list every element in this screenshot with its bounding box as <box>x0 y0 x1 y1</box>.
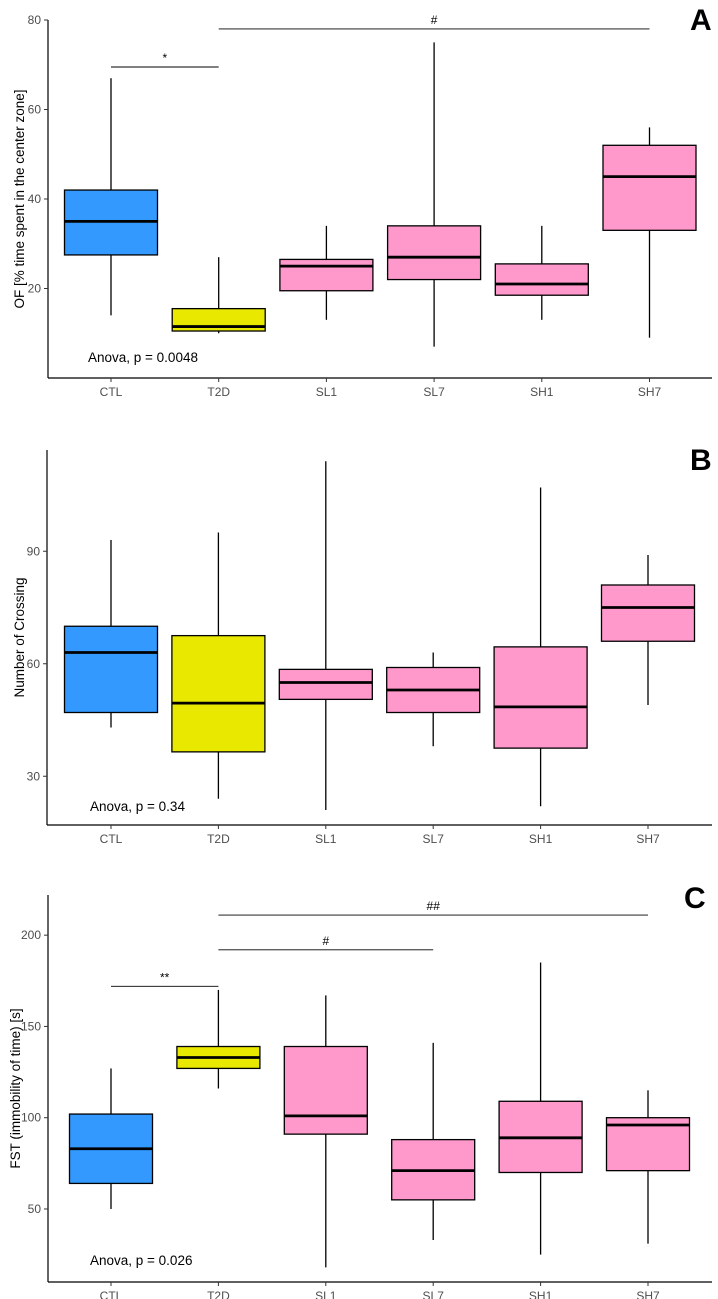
y-tick-label: 60 <box>27 657 41 671</box>
box-sh1 <box>498 962 583 1255</box>
box-t2d <box>171 532 266 799</box>
x-tick-label: SH1 <box>529 1289 553 1299</box>
box-iqr <box>171 634 266 753</box>
x-tick-label: SH7 <box>638 385 662 399</box>
y-tick-label: 20 <box>28 282 42 296</box>
box-sh7 <box>600 555 696 705</box>
x-tick-label: SH7 <box>636 832 660 846</box>
y-tick-label: 50 <box>28 1202 42 1216</box>
x-tick-label: SH7 <box>636 1289 660 1299</box>
significance-label: ** <box>160 970 170 984</box>
box-ctl <box>68 1068 154 1209</box>
panel-letter: C <box>684 882 706 915</box>
anova-annotation: Anova, p = 0.0048 <box>88 350 198 365</box>
box-iqr <box>63 625 159 714</box>
box-sl1 <box>278 461 373 810</box>
box-sl1 <box>283 995 368 1268</box>
y-tick-label: 30 <box>27 769 41 783</box>
significance-label: ## <box>427 899 441 913</box>
panel-letter: A <box>690 4 712 37</box>
panel-letter: B <box>690 444 712 477</box>
box-iqr <box>279 258 374 292</box>
box-sh1 <box>493 487 588 807</box>
box-sl7 <box>391 1042 476 1241</box>
panel-b: 30 60 90 CTL T2D SL1 SL7 SH1 SH7 Number of Crossi… <box>12 444 712 846</box>
x-tick-label: SH1 <box>529 832 553 846</box>
y-tick-label: 90 <box>27 544 41 558</box>
y-axis-label: FST (immobility of time) [s] <box>8 1008 23 1168</box>
significance-label: # <box>431 13 438 27</box>
x-tick-label: T2D <box>207 832 230 846</box>
box-iqr <box>600 584 696 642</box>
significance-label: # <box>322 934 329 948</box>
anova-annotation: Anova, p = 0.026 <box>90 1253 192 1268</box>
y-tick-label: 60 <box>28 103 42 117</box>
x-tick-label: T2D <box>207 385 230 399</box>
y-tick-label: 80 <box>28 13 42 27</box>
box-iqr <box>278 668 373 701</box>
panel-c: 50 100 150 200 CTL T2D SL1 SL7 SH1 SH7 FST (immobi… <box>8 882 712 1299</box>
box-iqr <box>493 646 588 749</box>
box-sh1 <box>494 225 589 320</box>
y-tick-label: 100 <box>21 1111 41 1125</box>
box-sl1 <box>279 225 374 320</box>
x-tick-label: SL1 <box>316 385 338 399</box>
x-tick-label: SL7 <box>423 832 445 846</box>
box-iqr <box>386 225 482 281</box>
x-tick-label: T2D <box>207 1289 230 1299</box>
y-axis-label: Number of Crossing <box>12 577 27 697</box>
box-t2d <box>171 257 266 334</box>
box-ctl <box>63 540 159 728</box>
significance-label: * <box>163 51 168 65</box>
x-tick-label: CTL <box>100 832 123 846</box>
box-sl7 <box>386 652 481 747</box>
y-tick-label: 150 <box>21 1019 41 1033</box>
x-tick-label: CTL <box>100 1289 123 1299</box>
panel-a: 20 40 60 80 CTL T2D SL1 SL7 SH1 SH7 OF [% time spe… <box>12 4 712 399</box>
y-axis-label: OF [% time spent in the center zone] <box>12 89 27 308</box>
box-sh7 <box>602 127 697 338</box>
box-t2d <box>176 989 261 1089</box>
box-sl7 <box>386 42 482 347</box>
box-sh7 <box>605 1090 691 1244</box>
y-tick-label: 40 <box>28 192 42 206</box>
x-tick-label: SL7 <box>423 1289 445 1299</box>
box-iqr <box>494 263 589 296</box>
box-ctl <box>63 78 159 316</box>
box-iqr <box>283 1045 368 1135</box>
y-tick-label: 200 <box>21 928 41 942</box>
box-iqr <box>605 1117 691 1172</box>
x-tick-label: SL7 <box>423 385 445 399</box>
box-iqr <box>602 144 697 231</box>
x-tick-label: SH1 <box>530 385 554 399</box>
x-tick-label: SL1 <box>315 1289 337 1299</box>
x-tick-label: SL1 <box>315 832 337 846</box>
anova-annotation: Anova, p = 0.34 <box>90 799 185 814</box>
x-tick-label: CTL <box>100 385 123 399</box>
